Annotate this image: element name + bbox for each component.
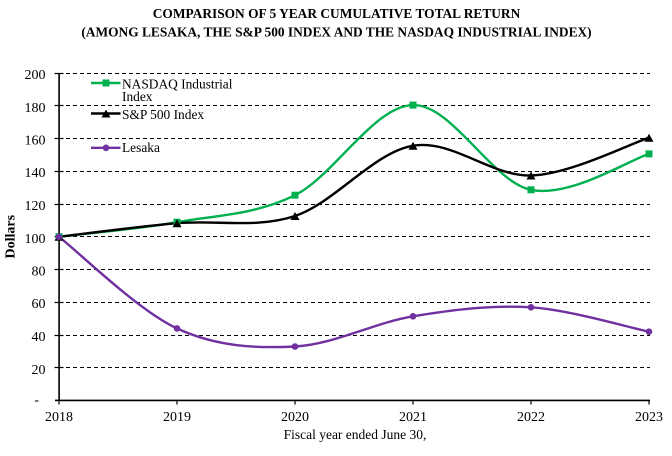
svg-text:NASDAQ Industrial: NASDAQ Industrial bbox=[122, 76, 233, 91]
svg-text:2022: 2022 bbox=[517, 410, 545, 425]
svg-text:Lesaka: Lesaka bbox=[122, 140, 160, 155]
svg-text:Index: Index bbox=[122, 89, 153, 104]
svg-text:(AMONG LESAKA, THE S&P 500 IND: (AMONG LESAKA, THE S&P 500 INDEX AND THE… bbox=[81, 24, 591, 39]
svg-text:2021: 2021 bbox=[399, 410, 427, 425]
svg-text:20: 20 bbox=[32, 363, 46, 378]
svg-text:2023: 2023 bbox=[635, 410, 663, 425]
svg-text:2019: 2019 bbox=[163, 410, 191, 425]
svg-text:S&P 500 Index: S&P 500 Index bbox=[122, 107, 204, 122]
svg-text:100: 100 bbox=[25, 232, 46, 247]
svg-text:2018: 2018 bbox=[45, 410, 73, 425]
svg-text:200: 200 bbox=[25, 68, 46, 83]
svg-text:160: 160 bbox=[25, 134, 46, 149]
svg-text:Fiscal year ended June 30,: Fiscal year ended June 30, bbox=[284, 427, 427, 442]
svg-text:Dollars: Dollars bbox=[3, 214, 18, 258]
svg-text:120: 120 bbox=[25, 199, 46, 214]
svg-text:2020: 2020 bbox=[281, 410, 309, 425]
svg-text:-: - bbox=[34, 393, 39, 408]
svg-text:COMPARISON OF 5 YEAR CUMULATIV: COMPARISON OF 5 YEAR CUMULATIVE TOTAL RE… bbox=[153, 6, 521, 21]
svg-text:60: 60 bbox=[32, 297, 46, 312]
svg-text:140: 140 bbox=[25, 166, 46, 181]
svg-text:80: 80 bbox=[32, 265, 46, 280]
svg-text:180: 180 bbox=[25, 101, 46, 116]
svg-text:40: 40 bbox=[32, 330, 46, 345]
